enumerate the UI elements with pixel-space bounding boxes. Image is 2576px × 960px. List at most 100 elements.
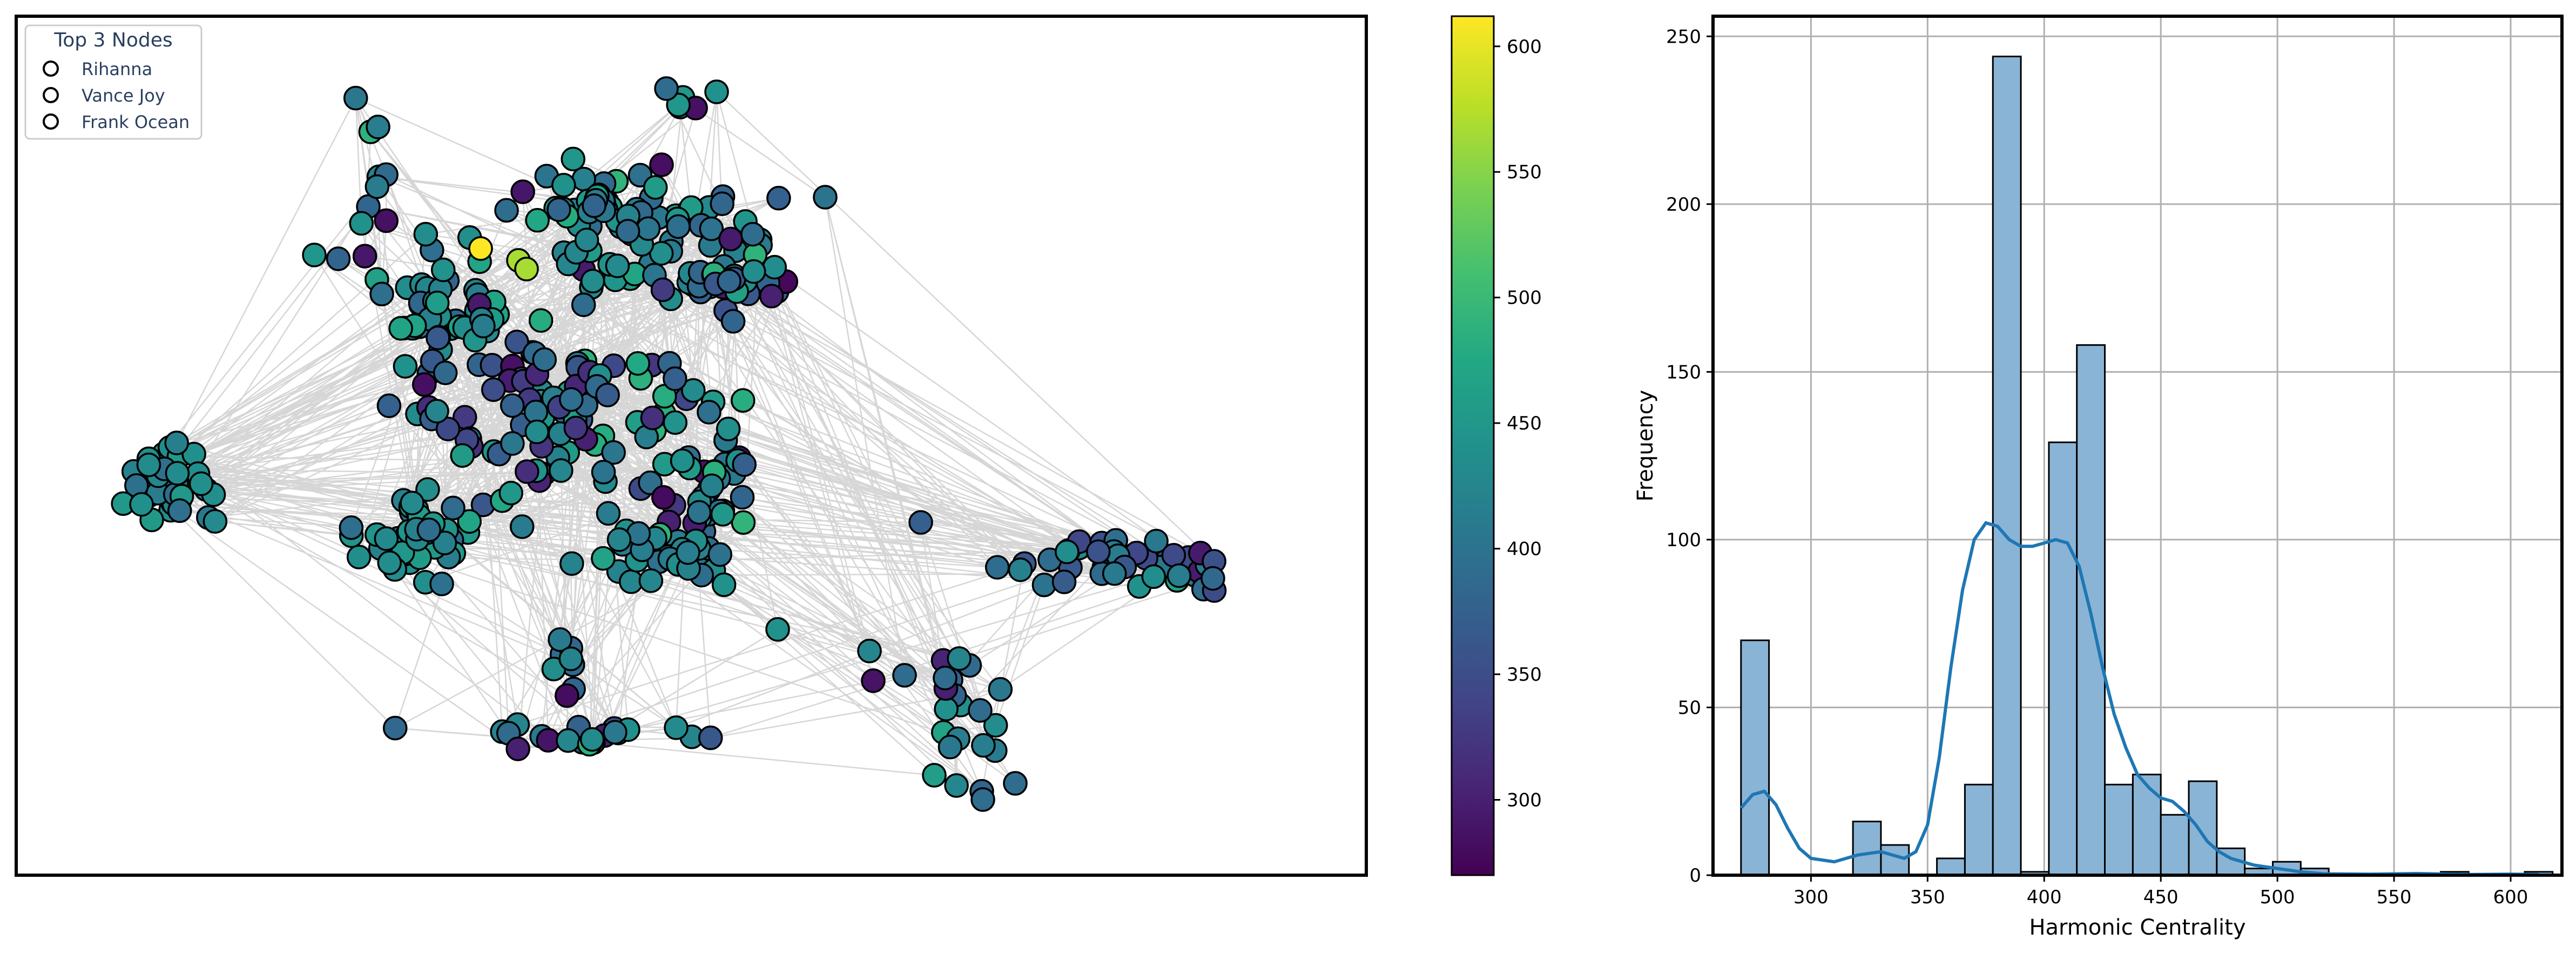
network-node	[432, 531, 457, 555]
network-node	[663, 410, 687, 435]
network-node	[666, 214, 691, 239]
network-node	[968, 698, 993, 723]
network-node	[740, 221, 765, 247]
network-node	[352, 244, 377, 268]
network-node	[435, 417, 461, 441]
network-node	[934, 696, 959, 722]
network-node	[651, 485, 676, 510]
network-node	[374, 526, 399, 551]
network-node	[716, 417, 741, 441]
network-node	[698, 726, 723, 750]
network-node	[1161, 543, 1186, 568]
network-node	[741, 259, 766, 284]
network-node	[494, 198, 519, 223]
network-node	[548, 627, 572, 652]
x-tick-label: 500	[2260, 887, 2295, 908]
network-node	[944, 773, 969, 798]
network-node	[717, 268, 741, 294]
network-node	[580, 268, 605, 294]
histogram-bar	[1964, 783, 1994, 876]
legend-marker-frank-ocean	[43, 113, 59, 130]
network-node	[551, 173, 576, 198]
legend-box	[24, 24, 203, 140]
y-tick-label: 100	[1666, 529, 1701, 551]
network-node	[697, 400, 721, 425]
network-node	[430, 257, 456, 283]
network-node	[762, 254, 787, 280]
colorbar-tick-label: 400	[1507, 539, 1542, 560]
network-node	[718, 226, 743, 252]
histogram-bar	[2132, 774, 2162, 876]
network-node	[558, 387, 584, 412]
y-tick-label: 0	[1689, 865, 1701, 887]
histogram-bar	[1880, 844, 1910, 876]
network-node	[188, 471, 214, 496]
histogram-bar	[1992, 56, 2022, 876]
network-node	[365, 174, 390, 199]
network-node	[681, 378, 706, 403]
histogram-frame	[1711, 15, 2564, 877]
network-node	[426, 325, 450, 351]
network-node	[326, 246, 351, 271]
network-node	[563, 415, 589, 441]
network-node	[710, 502, 736, 527]
network-node	[559, 551, 584, 576]
network-node	[167, 498, 192, 523]
network-node	[549, 458, 574, 483]
network-node	[1166, 563, 1192, 588]
y-tick-label: 150	[1666, 361, 1701, 383]
top-node-rihanna	[468, 236, 493, 261]
network-node	[606, 527, 632, 552]
network-node	[711, 572, 737, 598]
x-tick-label: 350	[1910, 887, 1945, 908]
network-node	[349, 211, 374, 236]
network-node	[424, 399, 449, 424]
network-node	[515, 459, 540, 484]
network-node	[1141, 564, 1166, 589]
network-node	[1201, 566, 1225, 591]
network-node	[165, 461, 190, 486]
x-tick-label: 400	[2027, 887, 2062, 908]
network-node	[561, 146, 585, 172]
network-node	[707, 542, 732, 567]
network-node	[971, 733, 996, 758]
network-node	[699, 216, 724, 241]
network-nodes	[111, 76, 1227, 812]
network-node	[504, 330, 529, 354]
network-node	[640, 405, 665, 431]
histogram-bar	[1936, 857, 1966, 876]
network-node	[765, 617, 790, 642]
network-node	[643, 175, 668, 200]
network-node	[591, 460, 616, 485]
network-node	[1003, 771, 1028, 796]
legend-label-frank-ocean: Frank Ocean	[82, 112, 190, 132]
network-node	[686, 500, 712, 525]
legend-marker-rihanna	[43, 61, 59, 77]
histogram-bar	[2104, 783, 2134, 876]
network-node	[591, 546, 616, 571]
x-tick-label: 450	[2143, 887, 2179, 908]
network-node	[947, 646, 972, 671]
network-node	[441, 495, 466, 521]
network-node	[413, 221, 439, 247]
network-node	[1085, 539, 1111, 565]
histogram-bar	[2048, 441, 2078, 876]
network-node	[663, 366, 687, 391]
network-node	[983, 713, 1008, 738]
network-node	[376, 393, 402, 418]
network-node	[388, 316, 413, 341]
network-node	[579, 727, 605, 752]
network-node	[400, 491, 424, 515]
network-node	[922, 763, 947, 788]
network-node	[908, 510, 933, 535]
histogram-bar	[2160, 814, 2190, 876]
network-node	[129, 492, 154, 517]
network-node	[377, 551, 402, 575]
y-axis-label: Frequency	[1633, 390, 1658, 502]
network-node	[556, 728, 581, 753]
top-node-frank-ocean	[514, 257, 539, 281]
network-node	[649, 152, 674, 177]
network-node	[625, 351, 650, 376]
network-node	[731, 388, 756, 413]
